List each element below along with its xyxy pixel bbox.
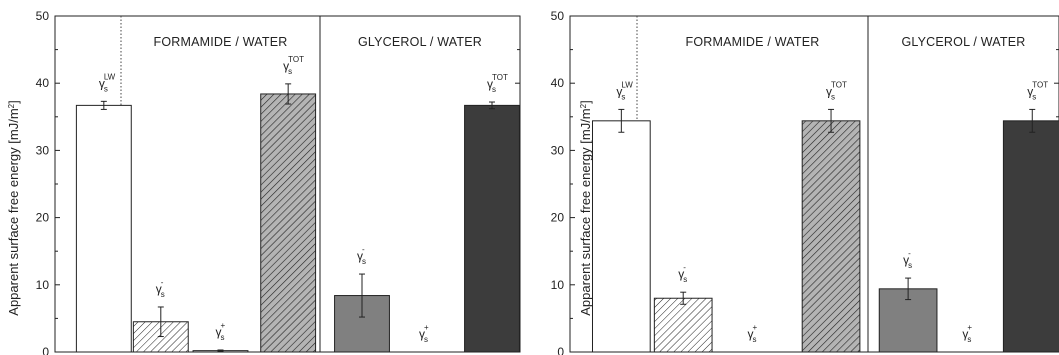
section-label: FORMAMIDE / WATER [154,35,288,49]
bar [591,120,651,353]
bar [801,120,861,353]
y-tick-label: 20 [551,211,565,225]
bar-label: γsTOT [283,55,304,76]
bar-label: γs- [903,249,912,270]
bar [260,93,317,353]
section-label: GLYCEROL / WATER [901,35,1025,49]
bar-label: γsTOT [1027,80,1048,101]
bar-label: γsLW [616,80,633,101]
y-axis-label: Apparent surface free energy [mJ/m2] [578,100,593,315]
bar-label: γs- [156,278,165,299]
y-tick-label: 40 [551,76,565,90]
y-axis-label: Apparent surface free energy [mJ/m2] [6,100,21,315]
bar [464,104,520,353]
y-tick-label: 50 [551,9,565,23]
y-tick-label: 40 [36,76,50,90]
bar-label: γs+ [419,323,429,344]
y-tick-label: 30 [551,143,565,157]
y-tick-label: 50 [36,9,50,23]
bar-label: γs+ [962,323,972,344]
bar-label: γsTOT [826,80,847,101]
y-tick-label: 0 [557,345,564,355]
bar [75,104,132,353]
y-tick-label: 30 [36,143,50,157]
y-tick-label: 0 [42,345,49,355]
bar-label: γs+ [216,321,226,342]
chart-panel-1: 0 10 20 30 40 50 Apparent surface free energy … [6,9,521,355]
chart-panel-2: 0 10 20 30 40 50 Apparent surface free energy … [551,9,1059,355]
y-tick-label: 20 [36,211,50,225]
bar-label: γs- [678,263,687,284]
section-label: GLYCEROL / WATER [358,35,482,49]
section-label: FORMAMIDE / WATER [686,35,820,49]
bar-label: γs+ [748,323,758,344]
bar [653,297,713,353]
bar [1002,120,1059,353]
bar-label: γsLW [99,72,116,93]
y-tick-label: 10 [36,278,50,292]
bar-label: γs- [357,245,366,266]
y-tick-label: 10 [551,278,565,292]
bar-label: γsTOT [487,73,508,94]
